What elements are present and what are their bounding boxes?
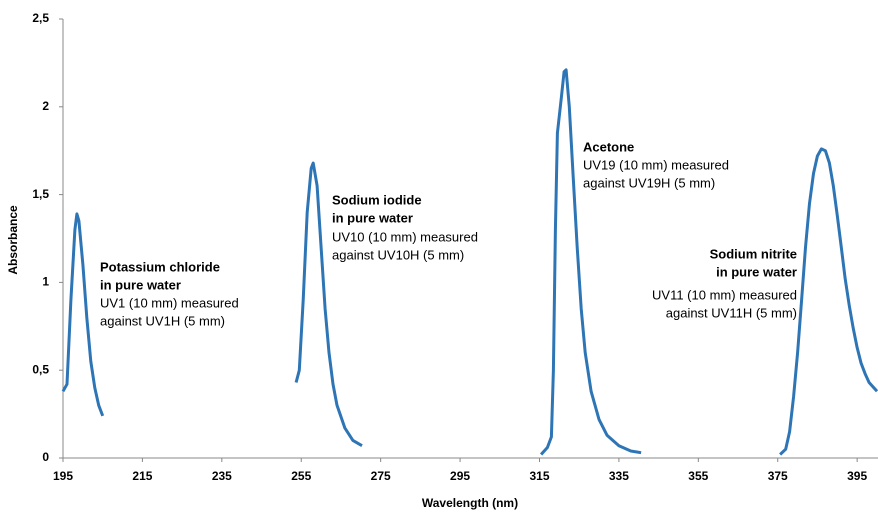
spectrum-line bbox=[539, 68, 642, 456]
y-tick-label: 1 bbox=[42, 275, 49, 289]
x-tick-label: 335 bbox=[609, 469, 629, 483]
y-tick-label: 2,5 bbox=[32, 11, 49, 25]
annotation-text: UV10 (10 mm) measured bbox=[332, 229, 478, 244]
x-tick-label: 315 bbox=[529, 469, 549, 483]
annotation-title: in pure water bbox=[100, 277, 181, 292]
annotation-text: against UV10H (5 mm) bbox=[332, 247, 464, 262]
annotation-text: UV19 (10 mm) measured bbox=[583, 157, 729, 172]
annotation-title: Potassium chloride bbox=[100, 259, 220, 274]
x-tick-label: 375 bbox=[768, 469, 788, 483]
y-tick-label: 2 bbox=[42, 99, 49, 113]
annotation-title: in pure water bbox=[332, 210, 413, 225]
y-tick-label: 1,5 bbox=[32, 187, 49, 201]
annotation-title: Acetone bbox=[583, 139, 634, 154]
x-tick-label: 295 bbox=[450, 469, 470, 483]
x-tick-label: 215 bbox=[132, 469, 152, 483]
x-axis-title: Wavelength (nm) bbox=[422, 496, 518, 510]
annotation-title: Sodium iodide bbox=[332, 192, 422, 207]
y-tick-label: 0,5 bbox=[32, 362, 49, 376]
y-tick-label: 0 bbox=[42, 450, 49, 464]
x-tick-label: 255 bbox=[291, 469, 311, 483]
annotation-title: in pure water bbox=[716, 264, 797, 279]
annotation-title: Sodium nitrite bbox=[710, 246, 797, 261]
x-tick-label: 235 bbox=[212, 469, 232, 483]
annotation-text: against UV1H (5 mm) bbox=[100, 313, 225, 328]
spectrum-line bbox=[779, 147, 878, 456]
x-tick-label: 195 bbox=[53, 469, 73, 483]
spectrum-line bbox=[61, 212, 105, 417]
annotation-text: against UV19H (5 mm) bbox=[583, 175, 715, 190]
x-tick-label: 275 bbox=[371, 469, 391, 483]
annotation-text: against UV11H (5 mm) bbox=[666, 305, 797, 320]
x-tick-label: 355 bbox=[688, 469, 708, 483]
y-axis-title: Absorbance bbox=[6, 205, 20, 275]
annotation-text: UV11 (10 mm) measured bbox=[652, 287, 797, 302]
x-tick-label: 395 bbox=[847, 469, 867, 483]
annotation-text: UV1 (10 mm) measured bbox=[100, 295, 239, 310]
spectrum-line bbox=[294, 161, 363, 447]
